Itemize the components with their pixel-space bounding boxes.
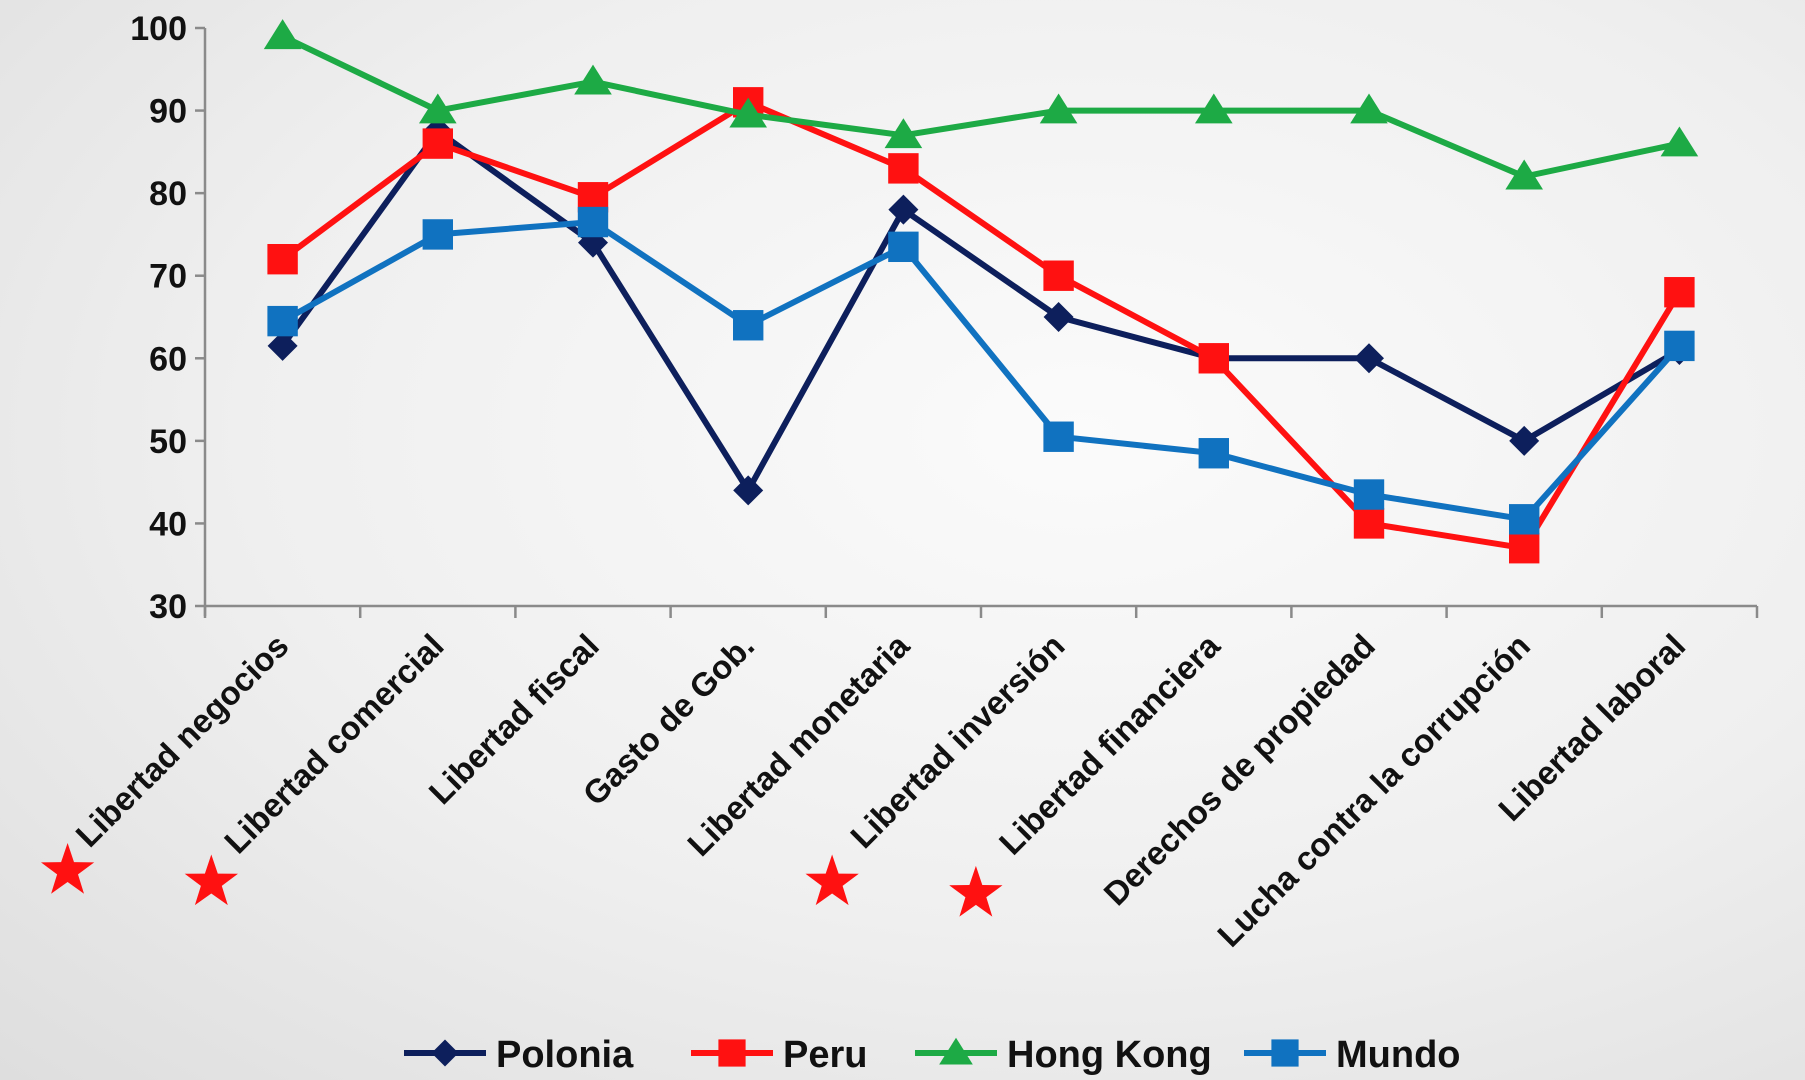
y-tick-label: 30: [149, 588, 187, 626]
data-point-1-9: [1664, 277, 1695, 308]
legend-marker-1: [718, 1039, 746, 1067]
y-tick-label: 80: [149, 175, 187, 213]
data-point-0-4: [888, 194, 919, 225]
data-point-0-8: [1509, 425, 1540, 456]
data-point-2-8: [1505, 159, 1544, 190]
data-point-3-8: [1509, 504, 1540, 535]
data-point-1-6: [1198, 343, 1229, 374]
series-line-0: [279, 128, 1683, 494]
data-point-2-4: [884, 118, 923, 149]
data-point-3-5: [1043, 421, 1074, 452]
data-point-2-6: [1194, 93, 1233, 124]
y-tick-label: 40: [149, 505, 187, 543]
x-category-label: Derechos de propiedad: [1096, 627, 1382, 913]
star-icon: [805, 854, 859, 906]
data-point-1-4: [888, 153, 919, 184]
data-point-2-2: [574, 64, 612, 95]
data-point-3-4: [888, 231, 919, 263]
legend-marker-2: [939, 1037, 973, 1065]
data-point-1-1: [422, 128, 453, 159]
data-point-2-3: [729, 97, 768, 128]
star-icon: [184, 854, 238, 906]
star-icon: [949, 865, 1003, 917]
data-point-1-0: [267, 244, 298, 275]
y-tick-label: 100: [130, 10, 187, 48]
legend-label-3: Mundo: [1336, 1034, 1461, 1076]
legend-label-0: Polonia: [496, 1034, 634, 1076]
data-point-2-0: [263, 19, 302, 50]
legend-marker-3: [1271, 1039, 1299, 1067]
series-line-3: [279, 219, 1683, 523]
y-tick-label: 70: [149, 258, 187, 296]
data-point-3-2: [577, 206, 609, 238]
data-point-0-0: [267, 330, 298, 361]
data-point-3-9: [1664, 330, 1695, 362]
data-point-3-6: [1198, 438, 1229, 469]
x-category-label: Lucha contra la corrupción: [1210, 627, 1537, 954]
y-tick-label: 50: [149, 423, 187, 461]
series-line-2: [279, 33, 1683, 180]
data-point-3-3: [733, 310, 764, 341]
data-point-3-0: [267, 305, 298, 337]
data-point-1-8: [1509, 533, 1540, 564]
data-point-3-7: [1353, 479, 1385, 510]
data-point-2-7: [1350, 93, 1388, 124]
data-point-0-5: [1043, 302, 1074, 332]
star-icon: [41, 843, 95, 894]
data-point-1-7: [1353, 508, 1385, 539]
legend-label-1: Peru: [783, 1034, 867, 1076]
data-point-1-5: [1043, 260, 1074, 291]
y-tick-label: 60: [149, 340, 187, 378]
legend-marker-0: [431, 1039, 459, 1067]
series-line-1: [279, 99, 1683, 552]
data-point-0-7: [1354, 343, 1384, 374]
data-point-2-5: [1039, 93, 1078, 124]
data-point-3-1: [422, 219, 453, 250]
data-point-2-1: [418, 93, 457, 124]
y-tick-label: 90: [149, 93, 187, 131]
data-point-0-3: [733, 475, 764, 506]
data-point-2-9: [1660, 126, 1699, 157]
legend-label-2: Hong Kong: [1007, 1034, 1212, 1076]
